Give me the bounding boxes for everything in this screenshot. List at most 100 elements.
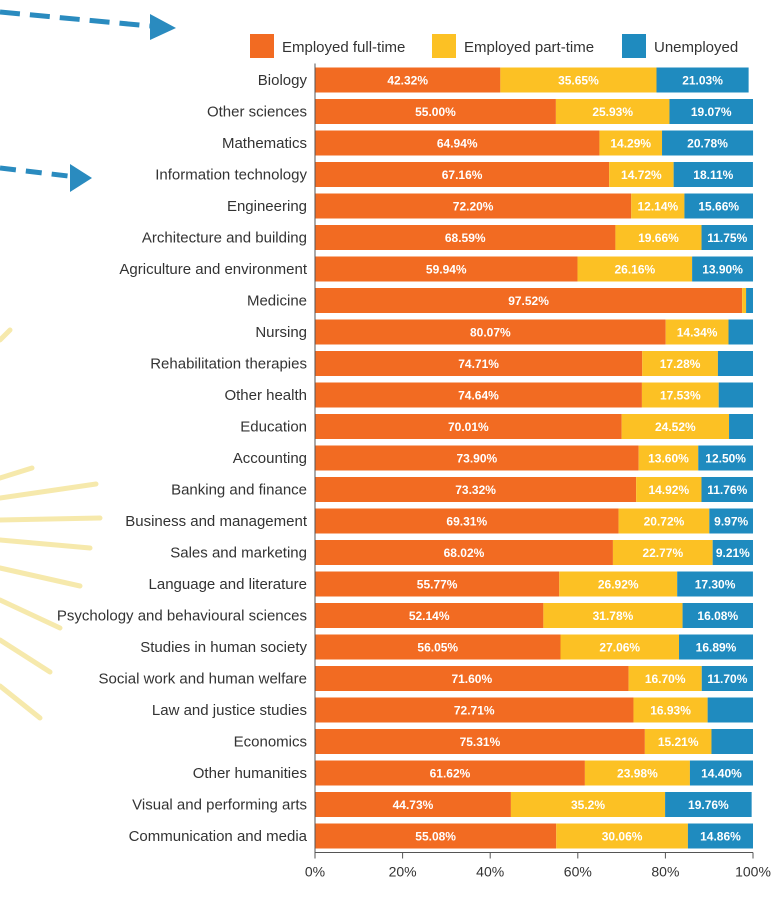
- data-label: 21.03%: [682, 74, 723, 88]
- data-label: 71.60%: [451, 672, 492, 686]
- bar-segment: [555, 99, 670, 124]
- bar-segment: [315, 445, 639, 471]
- bar-segment: [698, 445, 753, 471]
- bar-segment: [718, 382, 753, 408]
- bar-segment: [315, 603, 544, 628]
- bar-segment: [665, 792, 752, 817]
- bar-segment: [742, 288, 747, 313]
- bar-segment: [636, 477, 702, 502]
- data-label: 75.31%: [460, 735, 501, 749]
- category-label: Other sciences: [207, 104, 307, 121]
- data-label: 73.90%: [456, 452, 497, 466]
- category-label: Social work and human welfare: [99, 671, 307, 688]
- category-label: Architecture and building: [142, 230, 307, 247]
- data-label: 25.93%: [592, 105, 633, 119]
- bar-segment: [638, 445, 699, 471]
- bars: Biology 42.32% 35.65% 21.03% Other sciences 5…: [57, 67, 754, 849]
- legend-label: Employed full-time: [282, 39, 405, 56]
- bar-segment: [692, 256, 753, 282]
- x-tick-label: 80%: [651, 864, 679, 880]
- data-label: 31.78%: [593, 609, 634, 623]
- data-label: 55.77%: [417, 578, 458, 592]
- category-label: Nursing: [255, 324, 307, 341]
- bar-segment: [677, 571, 753, 597]
- legend-swatch: [250, 34, 274, 58]
- category-label: Sales and marketing: [170, 545, 307, 562]
- bar-segment: [711, 729, 753, 754]
- bar-segment: [689, 760, 753, 786]
- bar-segment: [701, 477, 753, 502]
- data-label: 14.40%: [701, 767, 742, 781]
- data-label: 14.92%: [648, 483, 689, 497]
- bar-segment: [510, 792, 666, 817]
- bar-segment: [315, 256, 578, 282]
- data-label: 9.21%: [716, 546, 750, 560]
- data-label: 11.76%: [707, 483, 747, 497]
- bar-segment: [656, 67, 749, 93]
- arrow-head-top: [150, 14, 176, 40]
- data-label: 72.20%: [453, 200, 494, 214]
- bar-segment: [315, 225, 616, 250]
- category-label: Engineering: [227, 198, 307, 215]
- bar-segment: [644, 729, 712, 754]
- bar-segment: [665, 319, 729, 345]
- data-label: 42.32%: [387, 74, 428, 88]
- data-label: 74.64%: [458, 389, 499, 403]
- category-label: Medicine: [247, 293, 307, 310]
- bar-segment: [315, 477, 637, 502]
- sunburst-rays: [0, 327, 103, 721]
- legend-swatch: [432, 34, 456, 58]
- dashed-arrow-middle: [0, 165, 69, 179]
- bar-segment: [729, 414, 753, 439]
- data-label: 80.07%: [470, 326, 511, 340]
- data-label: 61.62%: [430, 767, 471, 781]
- bar-segment: [717, 351, 753, 376]
- data-label: 68.59%: [445, 231, 486, 245]
- data-label: 17.30%: [695, 578, 736, 592]
- bar-segment: [628, 666, 702, 691]
- data-label: 11.75%: [707, 231, 747, 245]
- x-tick-label: 40%: [476, 864, 504, 880]
- x-tick-label: 0%: [305, 864, 325, 880]
- bar-segment: [631, 193, 685, 219]
- data-label: 16.70%: [645, 672, 686, 686]
- bar-segment: [679, 634, 753, 660]
- data-label: 52.14%: [409, 609, 450, 623]
- bar-segment: [701, 225, 753, 250]
- category-label: Visual and performing arts: [132, 797, 307, 814]
- data-label: 70.01%: [448, 420, 489, 434]
- bar-segment: [577, 256, 693, 282]
- data-label: 35.65%: [558, 74, 599, 88]
- data-label: 97.52%: [508, 294, 549, 308]
- data-label: 16.89%: [696, 641, 737, 655]
- data-label: 12.50%: [705, 452, 746, 466]
- bar-segment: [315, 571, 560, 597]
- x-tick-label: 20%: [389, 864, 417, 880]
- data-label: 68.02%: [444, 546, 485, 560]
- data-label: 64.94%: [437, 137, 478, 151]
- bar-segment: [315, 729, 645, 754]
- bar-segment: [315, 697, 634, 723]
- data-label: 19.66%: [638, 231, 679, 245]
- category-label: Economics: [234, 734, 307, 751]
- data-label: 9.97%: [714, 515, 748, 529]
- data-label: 72.71%: [454, 704, 495, 718]
- bar-segment: [746, 288, 753, 313]
- bar-segment: [315, 67, 501, 93]
- bar-segment: [642, 351, 718, 376]
- category-label: Communication and media: [129, 828, 308, 845]
- data-label: 19.07%: [691, 105, 732, 119]
- bar-segment: [728, 319, 753, 345]
- data-label: 19.76%: [688, 798, 729, 812]
- bar-segment: [315, 792, 511, 817]
- data-label: 15.66%: [698, 200, 739, 214]
- category-label: Information technology: [155, 167, 307, 184]
- bar-segment: [315, 319, 666, 345]
- bar-segment: [609, 162, 674, 187]
- bar-segment: [709, 508, 753, 534]
- category-label: Other humanities: [193, 765, 307, 782]
- data-label: 55.00%: [415, 105, 456, 119]
- category-label: Language and literature: [149, 576, 307, 593]
- bar-segment: [641, 382, 719, 408]
